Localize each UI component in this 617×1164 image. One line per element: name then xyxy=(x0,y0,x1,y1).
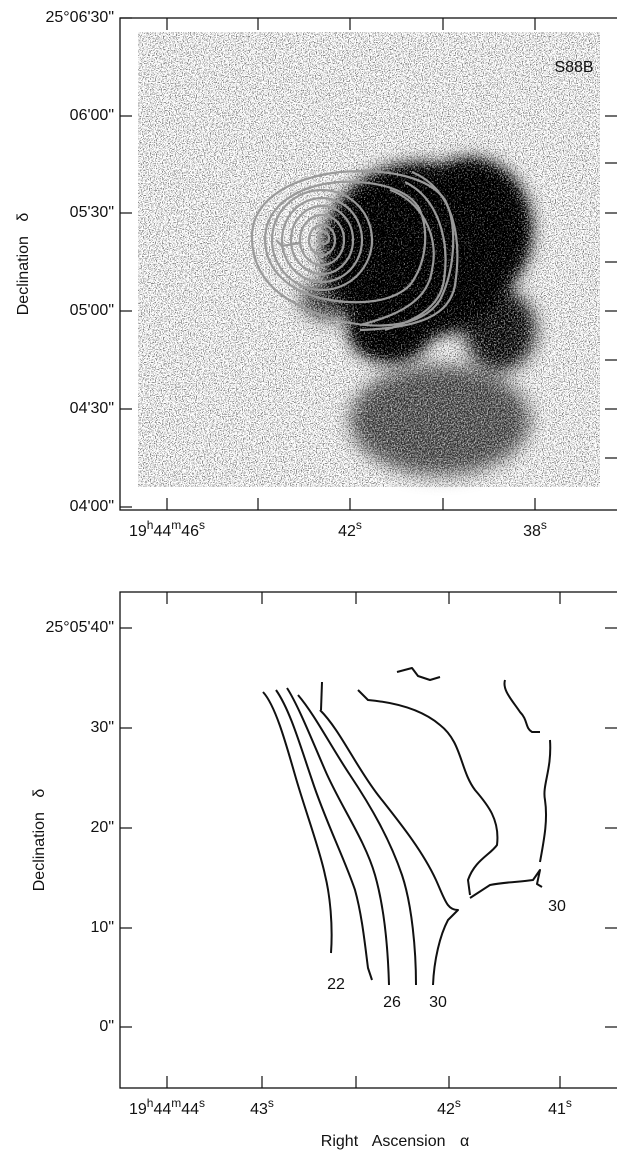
contour-label: 26 xyxy=(383,994,401,1011)
x-tick-label: 38s xyxy=(523,518,547,540)
bottom-frame xyxy=(119,591,617,1089)
x-tick-unit: m xyxy=(171,518,181,532)
y-tick-label: 0" xyxy=(99,1018,114,1035)
y-axis-title: Declination δ xyxy=(15,213,32,316)
black-contours xyxy=(262,667,552,986)
image-panel xyxy=(120,18,617,510)
x-tick-unit: h xyxy=(147,1096,154,1110)
x-tick-number: 44 xyxy=(181,1101,199,1118)
y-tick-label: 25°05'40" xyxy=(45,619,114,636)
x-tick-unit: s xyxy=(356,518,362,532)
x-tick-label: 43s xyxy=(250,1096,274,1118)
x-tick-unit: s xyxy=(541,518,547,532)
x-tick-label: 42s xyxy=(437,1096,461,1118)
x-tick-unit: s xyxy=(199,1096,205,1110)
y-tick-label: 05'30" xyxy=(70,204,114,221)
x-axis-title: Right Ascension α xyxy=(321,1133,469,1150)
x-tick-number: 19 xyxy=(129,523,147,540)
x-tick-number: 19 xyxy=(129,1101,147,1118)
top-frame xyxy=(119,17,617,511)
x-tick-unit: h xyxy=(147,518,154,532)
bottom-ticks: 25°05'40"30"20"10"0"19h44m44s 43s 42s 41s xyxy=(45,592,617,1118)
x-tick-number: 42 xyxy=(437,1101,455,1118)
y-tick-label: 04'30" xyxy=(70,400,114,417)
y-tick-label: 10" xyxy=(91,919,114,936)
contour-label: 30 xyxy=(548,898,566,915)
x-tick-label: 19h44m44s xyxy=(129,1096,205,1118)
x-tick-number: 38 xyxy=(523,523,541,540)
y-tick-label: 06'00" xyxy=(70,107,114,124)
contour-label: 22 xyxy=(327,976,345,993)
x-tick-number: 44 xyxy=(153,523,171,540)
x-tick-unit: s xyxy=(566,1096,572,1110)
y-tick-label: 30" xyxy=(91,719,114,736)
panel-label: S88B xyxy=(554,59,593,76)
x-tick-label: 42s xyxy=(338,518,362,540)
y-tick-label: 20" xyxy=(91,819,114,836)
y-tick-label: 25°06'30" xyxy=(45,9,114,26)
x-tick-number: 44 xyxy=(153,1101,171,1118)
x-tick-unit: s xyxy=(199,518,205,532)
x-tick-unit: m xyxy=(171,1096,181,1110)
x-tick-number: 41 xyxy=(548,1101,566,1118)
x-tick-unit: s xyxy=(455,1096,461,1110)
y-tick-label: 04'00" xyxy=(70,498,114,515)
contour-label: 30 xyxy=(429,994,447,1011)
gray-contours xyxy=(250,170,459,332)
x-tick-label: 41s xyxy=(548,1096,572,1118)
x-tick-number: 46 xyxy=(181,523,199,540)
contour-labels: 22 26 30 30 xyxy=(327,898,566,1011)
x-tick-unit: s xyxy=(268,1096,274,1110)
top-ticks: 25°06'30" 06'00" 05'30" 05'00" 04'30" 04'00" 1… xyxy=(45,9,617,540)
y-tick-label: 05'00" xyxy=(70,302,114,319)
x-tick-number: 42 xyxy=(338,523,356,540)
x-tick-label: 19h44m46s xyxy=(129,518,205,540)
x-tick-number: 43 xyxy=(250,1101,268,1118)
y-axis-title: Declination δ xyxy=(31,789,48,892)
emission-blob xyxy=(300,160,535,475)
